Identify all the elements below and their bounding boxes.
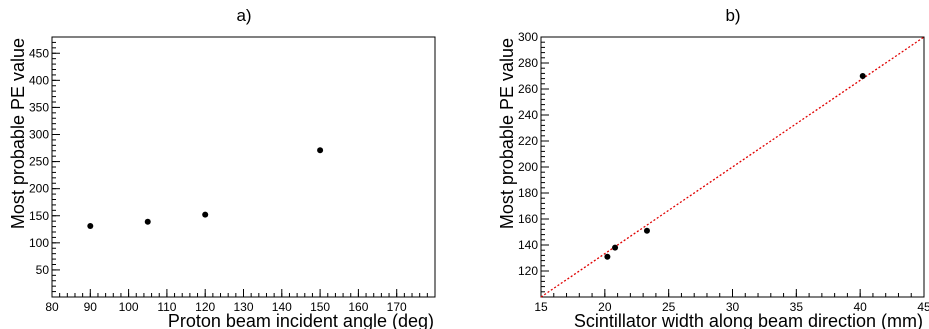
y-tick-label: 300 (29, 128, 49, 142)
y-tick-label: 150 (29, 209, 49, 223)
panel-a: a) 80 90 100 110 120 130 140 150 160 170 50 100 150… (8, 6, 436, 329)
data-point (612, 244, 619, 251)
x-tick-label: 30 (726, 300, 740, 314)
fit-line (540, 36, 925, 298)
x-tick-label: 40 (853, 300, 867, 314)
panel-b-y-ticks: 120 140 160 180 200 220 240 260 280 300 (518, 30, 549, 278)
y-tick-label: 180 (518, 186, 538, 200)
data-point (202, 211, 209, 218)
x-tick-label: 170 (387, 300, 407, 314)
y-tick-label: 100 (29, 236, 49, 250)
x-tick-label: 45 (917, 300, 929, 314)
panel-b-x-ticks: 15 20 25 30 35 40 45 (534, 289, 929, 314)
y-tick-label: 160 (518, 212, 538, 226)
x-tick-label: 20 (598, 300, 612, 314)
panel-a-frame (51, 36, 436, 298)
y-tick-label: 120 (518, 264, 538, 278)
y-tick-label: 50 (36, 263, 50, 277)
x-tick-label: 150 (310, 300, 330, 314)
y-tick-label: 400 (29, 73, 49, 87)
x-tick-label: 15 (534, 300, 548, 314)
panel-b-ylabel: Most probable PE value (497, 38, 517, 229)
panel-a-minor-y-ticks (52, 36, 56, 298)
y-tick-label: 300 (518, 30, 538, 44)
data-point (144, 218, 151, 225)
x-tick-label: 160 (348, 300, 368, 314)
panel-b-fit (540, 36, 925, 298)
y-tick-label: 240 (518, 108, 538, 122)
x-tick-label: 35 (790, 300, 804, 314)
x-tick-label: 100 (119, 300, 139, 314)
panel-b: b) 15 20 25 30 35 40 45 120 140 160 180 200 220 240 2… (497, 6, 929, 329)
panel-a-x-ticks: 80 90 100 110 120 130 140 150 160 170 (45, 289, 407, 314)
x-tick-label: 130 (233, 300, 253, 314)
y-tick-label: 200 (518, 160, 538, 174)
data-point (859, 73, 866, 79)
y-tick-label: 220 (518, 134, 538, 148)
x-tick-label: 25 (662, 300, 676, 314)
panel-a-ylabel: Most probable PE value (8, 38, 28, 229)
panel-a-xlabel: Proton beam incident angle (deg) (168, 311, 434, 329)
y-tick-label: 250 (29, 155, 49, 169)
panel-b-xlabel: Scintillator width along beam direction … (574, 311, 923, 329)
y-tick-label: 450 (29, 46, 49, 60)
panel-b-title: b) (725, 6, 740, 25)
data-point (643, 227, 650, 234)
data-point (87, 223, 94, 230)
x-tick-label: 110 (157, 300, 176, 314)
data-point (317, 147, 324, 154)
data-point (604, 253, 611, 260)
panel-b-points (604, 73, 866, 260)
x-tick-label: 90 (84, 300, 98, 314)
x-tick-label: 140 (272, 300, 292, 314)
y-tick-label: 140 (518, 238, 538, 252)
x-tick-label: 120 (195, 300, 215, 314)
panel-a-y-ticks: 50 100 150 200 250 300 350 400 450 (29, 46, 60, 277)
y-tick-label: 350 (29, 100, 49, 114)
y-tick-label: 260 (518, 82, 538, 96)
panel-a-title: a) (236, 6, 251, 25)
panel-a-points (87, 147, 324, 230)
y-tick-label: 200 (29, 182, 49, 196)
y-tick-label: 280 (518, 56, 538, 70)
x-tick-label: 80 (45, 300, 59, 314)
